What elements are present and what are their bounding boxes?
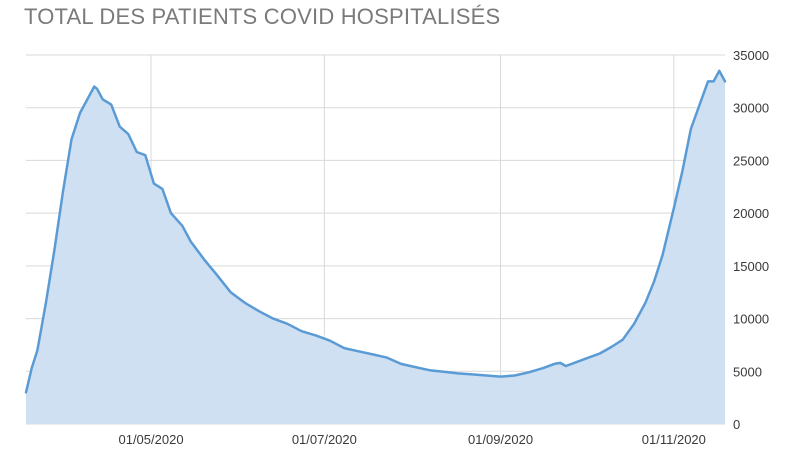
x-tick-label: 01/09/2020 [468,432,533,447]
y-tick-label: 30000 [733,101,769,116]
y-tick-label: 5000 [733,364,762,379]
y-tick-label: 10000 [733,312,769,327]
y-axis-tick-labels: 0 5000 10000 15000 20000 25000 30000 35000 [733,48,769,432]
series-area-fill [26,70,725,425]
x-tick-label: 01/07/2020 [292,432,357,447]
y-tick-label: 35000 [733,48,769,63]
chart-title: TOTAL DES PATIENTS COVID HOSPITALISÉS [24,4,501,29]
y-tick-label: 25000 [733,153,769,168]
y-tick-label: 20000 [733,206,769,221]
x-tick-label: 01/05/2020 [118,432,183,447]
series-line [24,69,727,394]
x-axis-tick-labels: 01/05/2020 01/07/2020 01/09/2020 01/11/2020 [118,432,705,447]
y-tick-label: 15000 [733,259,769,274]
x-tick-label: 01/11/2020 [642,432,706,447]
y-tick-label: 0 [733,417,740,432]
